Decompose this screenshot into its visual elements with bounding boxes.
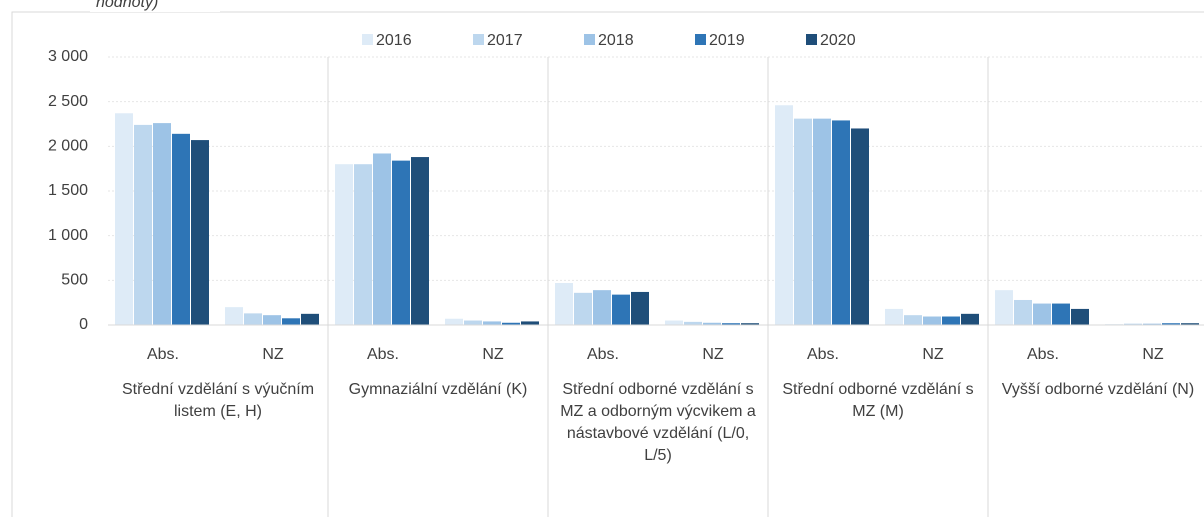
chart-frame: [11, 11, 1204, 517]
frame-gap: [90, 0, 220, 12]
bar: [502, 322, 520, 325]
bar: [741, 323, 759, 325]
bar: [483, 321, 501, 325]
y-tick-label: 2 500: [48, 93, 88, 110]
x-tick-label: Abs.: [587, 346, 619, 363]
x-tick-label: NZ: [262, 346, 284, 363]
bar: [373, 153, 391, 325]
legend-swatch: [806, 34, 817, 45]
group-label: Střední vzdělání s výučním listem (E, H): [121, 381, 315, 420]
bar: [813, 118, 831, 325]
x-tick-label: NZ: [702, 346, 724, 363]
bar: [191, 140, 209, 325]
legend-label: 2017: [487, 32, 523, 49]
bar: [1143, 323, 1161, 325]
bar: [354, 164, 372, 325]
group-label: Vyšší odborné vzdělání (N): [1001, 381, 1195, 398]
bar: [411, 157, 429, 325]
legend-swatch: [473, 34, 484, 45]
bar: [172, 133, 190, 325]
bar: [684, 321, 702, 325]
legend-label: 2016: [376, 32, 412, 49]
bar: [335, 164, 353, 325]
bar: [631, 291, 649, 325]
x-tick-label: Abs.: [147, 346, 179, 363]
legend-swatch: [362, 34, 373, 45]
bar: [555, 283, 573, 325]
bar: [244, 313, 262, 325]
bar: [1124, 323, 1142, 325]
bar: [574, 292, 592, 325]
y-tick-label: 2 000: [48, 138, 88, 155]
x-tick-label: Abs.: [1027, 346, 1059, 363]
y-tick-label: 1 500: [48, 182, 88, 199]
bar: [665, 320, 683, 325]
bar: [995, 290, 1013, 325]
legend-swatch: [584, 34, 595, 45]
bar: [885, 308, 903, 325]
x-tick-label: Abs.: [807, 346, 839, 363]
bar: [722, 323, 740, 325]
y-tick-label: 3 000: [48, 48, 88, 65]
bar: [301, 313, 319, 325]
group-label: Střední odborné vzdělání s MZ a odborným…: [560, 381, 756, 464]
bar: [775, 105, 793, 326]
bar: [134, 124, 152, 325]
group-label: Střední odborné vzdělání s MZ (M): [782, 381, 974, 420]
bar: [794, 118, 812, 325]
x-tick-label: NZ: [1142, 346, 1164, 363]
bar: [445, 318, 463, 325]
bar: [942, 316, 960, 325]
bar: [904, 315, 922, 325]
bar: [263, 315, 281, 325]
note: hodnoty): [96, 0, 158, 11]
bar: [225, 307, 243, 325]
bar: [1052, 303, 1070, 325]
bar: [1071, 308, 1089, 325]
bar: [1162, 323, 1180, 325]
y-tick-label: 1 000: [48, 227, 88, 244]
bar: [923, 316, 941, 325]
x-tick-label: NZ: [482, 346, 504, 363]
x-tick-label: NZ: [922, 346, 944, 363]
bar: [115, 113, 133, 325]
group-label: Gymnaziální vzdělání (K): [348, 381, 528, 398]
bar: [392, 160, 410, 325]
legend-label: 2020: [820, 32, 856, 49]
bar: [521, 321, 539, 325]
legend-label: 2018: [598, 32, 634, 49]
bar: [832, 120, 850, 325]
legend-label: 2019: [709, 32, 745, 49]
bar: [1014, 299, 1032, 325]
bar: [593, 290, 611, 325]
bar: [1033, 303, 1051, 325]
bar: [1181, 323, 1199, 325]
bar: [464, 320, 482, 325]
bar: [282, 318, 300, 325]
bar: [612, 294, 630, 325]
y-tick-label: 500: [61, 272, 88, 289]
bar: [961, 313, 979, 325]
x-tick-label: Abs.: [367, 346, 399, 363]
legend-swatch: [695, 34, 706, 45]
y-tick-label: 0: [79, 316, 88, 333]
bar: [851, 128, 869, 325]
bar: [703, 322, 721, 325]
bar: [153, 123, 171, 326]
